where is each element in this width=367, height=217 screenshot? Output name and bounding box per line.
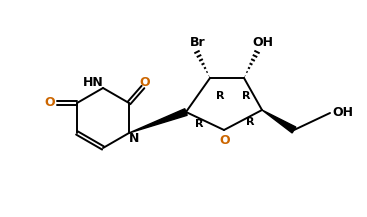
Text: O: O <box>140 76 150 89</box>
Text: R: R <box>195 119 203 129</box>
Text: N: N <box>129 132 139 145</box>
Polygon shape <box>129 109 187 133</box>
Text: Br: Br <box>190 36 206 49</box>
Polygon shape <box>262 110 296 133</box>
Text: R: R <box>246 117 254 127</box>
Text: R: R <box>216 91 224 101</box>
Text: R: R <box>242 91 250 101</box>
Text: OH: OH <box>333 107 353 120</box>
Text: O: O <box>220 133 230 146</box>
Text: OH: OH <box>252 36 273 49</box>
Text: HN: HN <box>83 77 103 89</box>
Text: O: O <box>45 97 55 110</box>
